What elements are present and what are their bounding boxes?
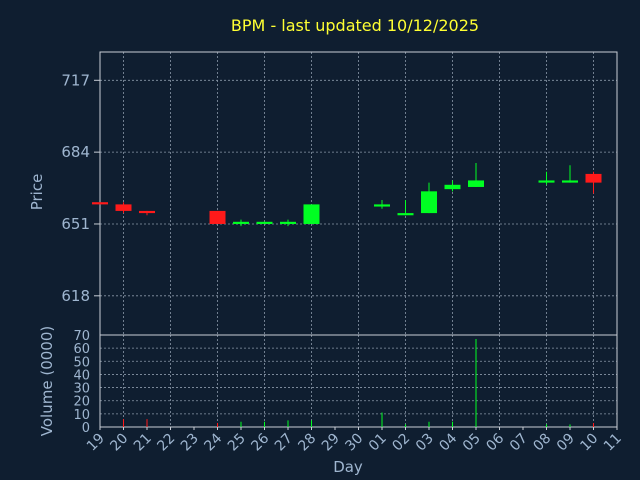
candle-body — [256, 221, 273, 224]
x-tick-label: 06 — [483, 430, 507, 454]
candle-body — [280, 221, 296, 224]
volume-grid — [100, 335, 617, 427]
candle-body — [538, 180, 555, 183]
x-tick-label: 08 — [530, 431, 554, 455]
x-tick-label: 24 — [201, 430, 225, 454]
volume-tick-label: 30 — [73, 382, 90, 397]
candle-body — [468, 180, 484, 187]
x-tick-label: 26 — [248, 430, 272, 454]
chart-title: BPM - last updated 10/12/2025 — [231, 16, 479, 35]
candle-body — [444, 184, 461, 190]
candles — [92, 163, 602, 227]
x-tick-label: 27 — [272, 431, 296, 455]
volume-bars — [123, 338, 594, 427]
x-tick-label: 03 — [413, 431, 437, 455]
x-tick-label: 04 — [436, 430, 460, 454]
candle-body — [585, 173, 602, 183]
volume-tick-label: 0 — [82, 421, 90, 436]
x-tick-label: 11 — [601, 431, 625, 455]
volume-tick-label: 40 — [73, 368, 90, 383]
x-axis-label: Day — [333, 458, 363, 476]
candle-body — [92, 202, 108, 205]
x-tick-label: 30 — [342, 431, 366, 455]
volume-tick-label: 50 — [73, 355, 90, 370]
price-tick-label: 684 — [61, 143, 90, 161]
price-tick-label: 618 — [61, 287, 90, 305]
volume-tick-label: 70 — [73, 329, 90, 344]
volume-tick-label: 20 — [73, 395, 90, 410]
volume-tick-label: 10 — [73, 408, 90, 423]
candle-body — [115, 204, 132, 211]
candle-body — [397, 213, 414, 216]
candle-body — [303, 204, 320, 224]
price-grid — [94, 52, 617, 335]
x-tick-label: 10 — [577, 431, 601, 455]
candle-body — [233, 221, 249, 224]
price-tick-label: 651 — [61, 215, 90, 233]
candle-body — [562, 180, 578, 183]
volume-tick-label: 60 — [73, 342, 90, 357]
candle-body — [374, 204, 390, 207]
x-tick-label: 01 — [366, 431, 390, 455]
x-tick-label: 07 — [507, 431, 531, 455]
x-tick-label: 25 — [225, 431, 249, 455]
volume-axis-label: Volume (0000) — [38, 326, 56, 436]
price-tick-labels: 618 651 684 717 — [61, 71, 90, 305]
x-tick-label: 29 — [319, 431, 343, 455]
x-tick-label: 02 — [389, 431, 413, 455]
price-tick-label: 717 — [61, 71, 90, 89]
candle-body — [421, 191, 437, 214]
x-tick-label: 22 — [154, 431, 178, 455]
x-tick-labels: 19 20 21 22 23 24 25 26 27 28 29 30 01 02 03 04 05 06 07 08… — [84, 427, 625, 454]
y-axis-label: Price — [28, 174, 46, 211]
x-tick-label: 23 — [178, 431, 202, 455]
candle-body — [209, 210, 226, 224]
candle-body — [139, 210, 155, 214]
x-tick-label: 21 — [131, 431, 155, 455]
x-tick-label: 28 — [295, 431, 319, 455]
x-tick-label: 20 — [107, 431, 131, 455]
x-tick-label: 05 — [460, 431, 484, 455]
x-tick-label: 09 — [554, 431, 578, 455]
